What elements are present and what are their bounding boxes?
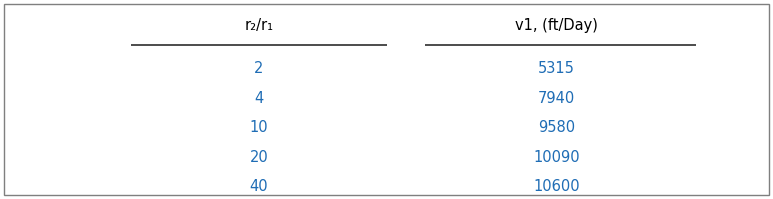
FancyBboxPatch shape	[4, 4, 769, 195]
Text: 20: 20	[250, 149, 268, 165]
Text: 2: 2	[254, 61, 264, 76]
Text: 10: 10	[250, 120, 268, 135]
Text: 4: 4	[254, 91, 264, 106]
Text: 10090: 10090	[533, 149, 580, 165]
Text: 10600: 10600	[533, 179, 580, 194]
Text: 5315: 5315	[538, 61, 575, 76]
Text: r₂/r₁: r₂/r₁	[244, 18, 274, 33]
Text: 9580: 9580	[538, 120, 575, 135]
Text: 7940: 7940	[538, 91, 575, 106]
Text: v1, (ft/Day): v1, (ft/Day)	[515, 18, 598, 33]
Text: 40: 40	[250, 179, 268, 194]
